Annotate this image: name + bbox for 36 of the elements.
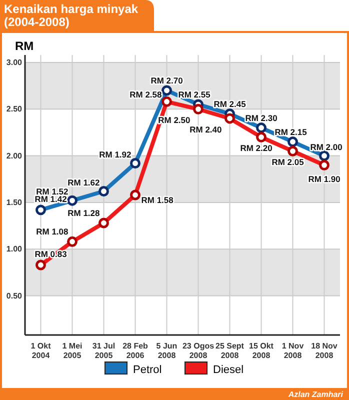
x-tick-label: 28 Feb 2006: [122, 342, 148, 360]
legend-label: Petrol: [133, 364, 162, 376]
data-label: RM 1.92: [99, 149, 132, 160]
y-tick-label: 1.50: [6, 198, 23, 208]
x-tick-label: 18 Nov 2008: [311, 342, 338, 360]
x-tick-label: 31 Jul 2005: [92, 342, 116, 360]
data-label: RM 1.58: [141, 195, 174, 205]
data-label: RM 2.70: [150, 75, 184, 86]
y-tick-label: 0.50: [6, 291, 23, 300]
data-label: RM 2.15: [274, 126, 308, 137]
x-tick-label: 23 Ogos 2008: [182, 342, 215, 360]
x-tick-label: 5 Jun 2008: [156, 342, 178, 360]
data-label: RM 1.08: [36, 226, 69, 237]
legend-label: Diesel: [213, 364, 244, 376]
data-label: RM 2.00: [310, 142, 343, 152]
y-tick-label: 2.00: [6, 151, 23, 160]
y-axis-title: RM: [15, 39, 34, 53]
data-label: RM 2.45: [214, 98, 246, 109]
y-tick-label: 1.00: [6, 244, 23, 254]
chart-title: Kenaikan harga minyak (2004-2008): [4, 2, 138, 29]
x-tick-label: 25 Sept 2008: [216, 342, 244, 360]
data-label: RM 1.62: [68, 177, 100, 188]
data-label: RM 2.05: [272, 157, 304, 168]
data-label: RM 2.58: [130, 90, 162, 100]
x-tick-label: 15 Okt 2008: [249, 342, 274, 360]
data-label: RM 2.30: [245, 112, 278, 123]
y-tick-label: 3.00: [6, 58, 23, 68]
x-tick-label: 1 Okt 2004: [30, 342, 52, 360]
y-tick-label: 2.50: [6, 104, 23, 114]
x-tick-label: 1 Nov 2008: [282, 342, 304, 360]
data-label: RM 2.40: [190, 124, 222, 134]
text: Azlan Zamhari: [287, 390, 344, 399]
x-tick-label: 1 Mei 2005: [62, 342, 82, 360]
data-label: RM 1.28: [68, 208, 100, 218]
data-label: RM 1.90: [308, 174, 341, 184]
data-label: RM 2.20: [240, 143, 273, 154]
